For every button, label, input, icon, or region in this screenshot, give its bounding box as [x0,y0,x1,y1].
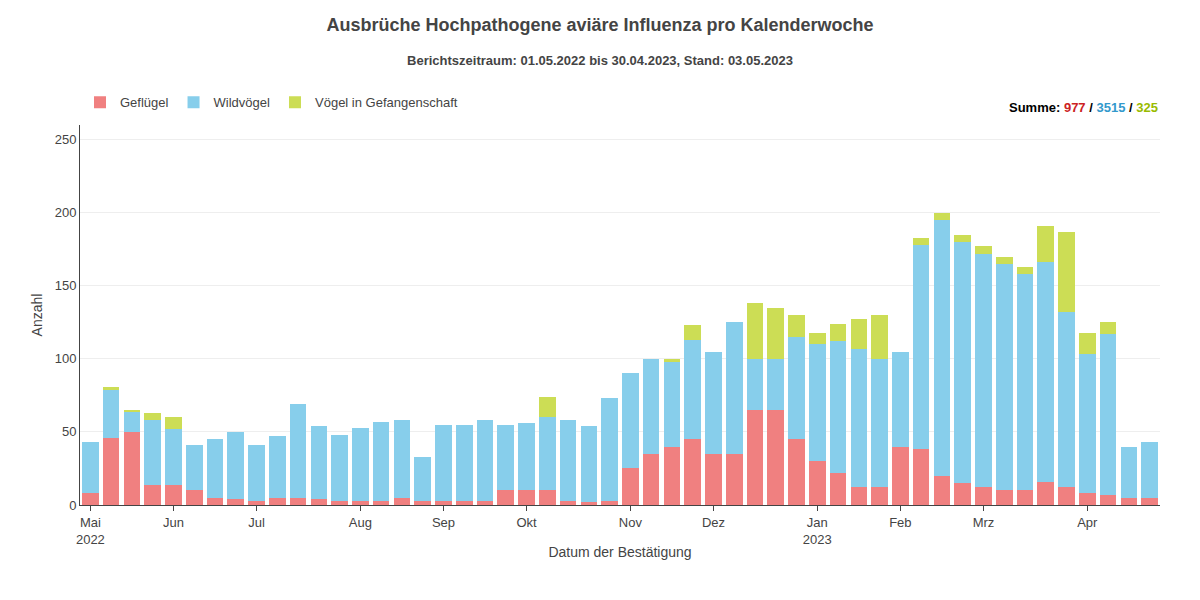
svg-text:Berichtszeitraum: 01.05.2022 b: Berichtszeitraum: 01.05.2022 bis 30.04.2… [407,53,793,68]
svg-text:Aug: Aug [349,515,372,530]
svg-text:Okt: Okt [516,515,537,530]
svg-text:0: 0 [69,498,76,513]
svg-text:150: 150 [55,278,77,293]
svg-text:Jun: Jun [163,515,184,530]
svg-text:200: 200 [55,205,77,220]
svg-text:Jul: Jul [248,515,265,530]
svg-text:Ausbrüche Hochpathogene aviäre: Ausbrüche Hochpathogene aviäre Influenza… [326,15,873,35]
svg-text:50: 50 [62,424,76,439]
svg-text:Mai2022: Mai2022 [76,515,105,547]
svg-text:Wildvögel: Wildvögel [214,95,270,110]
svg-text:Jan2023: Jan2023 [803,515,832,547]
svg-text:Nov: Nov [619,515,643,530]
svg-text:Anzahl: Anzahl [29,294,45,337]
svg-text:Vögel in Gefangenschaft: Vögel in Gefangenschaft [315,95,458,110]
svg-text:Datum der Bestätigung: Datum der Bestätigung [548,544,691,560]
svg-text:Geflügel: Geflügel [120,95,169,110]
svg-text:Summe: 977 / 3515 / 325: Summe: 977 / 3515 / 325 [1009,100,1158,115]
svg-text:Sep: Sep [432,515,455,530]
svg-text:100: 100 [55,351,77,366]
svg-text:Apr: Apr [1077,515,1098,530]
svg-text:Dez: Dez [702,515,725,530]
svg-text:Feb: Feb [889,515,911,530]
svg-text:Mrz: Mrz [973,515,995,530]
svg-text:250: 250 [55,132,77,147]
